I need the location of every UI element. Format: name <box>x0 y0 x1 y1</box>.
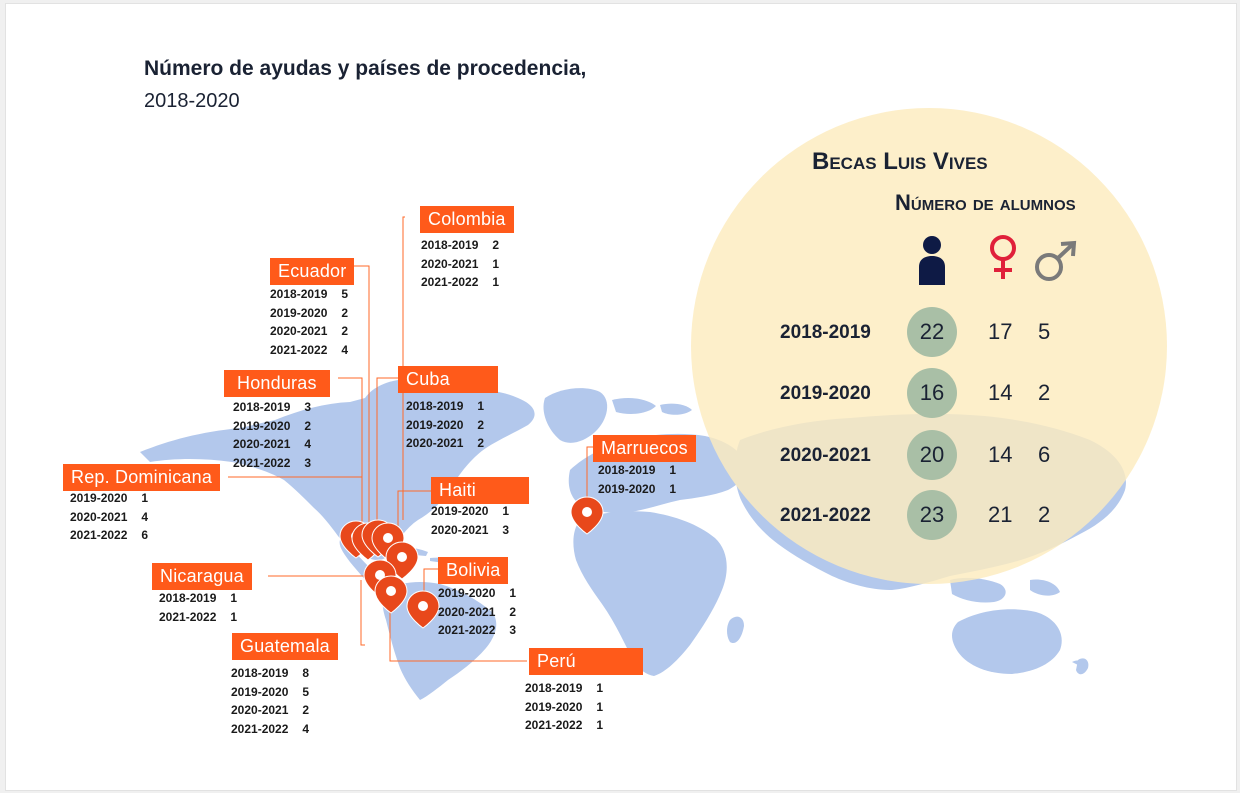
panel-total: 23 <box>907 490 957 540</box>
label-ecuador: Ecuador <box>270 258 355 285</box>
rows-honduras: 2018-2019 3 2019-2020 2 2020-2021 4 2021-20… <box>233 400 312 470</box>
male-symbol-icon <box>1035 240 1077 281</box>
rows-bolivia: 2019-2020 1 2020-2021 2 2021-2022 3 <box>438 586 517 637</box>
female-symbol-icon <box>990 235 1016 279</box>
panel-female: 21 <box>988 502 1013 527</box>
label-marruecos: Marruecos <box>593 435 696 462</box>
panel-total: 16 <box>907 368 957 418</box>
rows-nicaragua: 2018-2019 1 2021-2022 1 <box>159 591 238 624</box>
panel-female: 14 <box>988 380 1013 405</box>
panel-total: 22 <box>907 307 957 357</box>
rows-cuba: 2018-2019 1 2019-2020 2 2020-2021 2 <box>406 399 485 450</box>
rows-colombia: 2018-2019 2 2020-2021 1 2021-2022 1 <box>421 238 500 289</box>
label-rep-dominicana: Rep. Dominicana <box>63 464 221 491</box>
africa-shape <box>573 511 727 676</box>
label-peru: Perú <box>529 648 643 675</box>
label-colombia: Colombia <box>420 206 514 233</box>
label-cuba: Cuba <box>398 366 498 393</box>
page-subtitle: 2018-2020 <box>144 90 240 112</box>
panel-male: 2 <box>1038 380 1051 405</box>
panel-year: 2020-2021 <box>780 445 871 466</box>
rows-rep-dominicana: 2019-2020 1 2020-2021 4 2021-2022 6 <box>70 491 149 542</box>
page-title: Número de ayudas y países de procedencia… <box>144 57 587 80</box>
panel-female: 17 <box>988 319 1013 344</box>
rows-haiti: 2019-2020 1 2020-2021 3 <box>431 504 510 537</box>
rows-peru: 2018-2019 1 2019-2020 1 2021-2022 1 <box>525 681 604 732</box>
leader-lines <box>228 216 596 662</box>
australia-shape <box>952 609 1062 674</box>
panel-male: 5 <box>1038 319 1051 344</box>
marker-morocco <box>570 496 604 535</box>
label-guatemala: Guatemala <box>232 633 338 660</box>
label-nicaragua: Nicaragua <box>152 563 252 590</box>
panel-male: 6 <box>1038 442 1051 467</box>
rows-marruecos: 2018-2019 1 2019-2020 1 <box>598 463 677 496</box>
panel-female: 14 <box>988 442 1013 467</box>
marker-bolivia <box>406 590 440 629</box>
greenland-shape <box>543 388 608 443</box>
north-america-shape <box>140 380 535 560</box>
panel-male: 2 <box>1038 502 1051 527</box>
map-markers <box>339 496 604 629</box>
panel-subtitle: Número de alumnos <box>895 190 1076 215</box>
rows-ecuador: 2018-2019 5 2019-2020 2 2020-2021 2 2021-20… <box>270 287 349 357</box>
panel-year: 2019-2020 <box>780 383 871 404</box>
panel-year: 2021-2022 <box>780 505 871 526</box>
panel-total: 20 <box>907 430 957 480</box>
label-bolivia: Bolivia <box>438 557 509 584</box>
person-icon <box>919 236 945 285</box>
panel-year: 2018-2019 <box>780 322 871 343</box>
label-haiti: Haiti <box>431 477 529 504</box>
rows-guatemala: 2018-2019 8 2019-2020 5 2020-2021 2 2021-20… <box>231 666 310 736</box>
label-honduras: Honduras <box>224 370 330 397</box>
panel-title: Becas Luis Vives <box>812 148 988 175</box>
